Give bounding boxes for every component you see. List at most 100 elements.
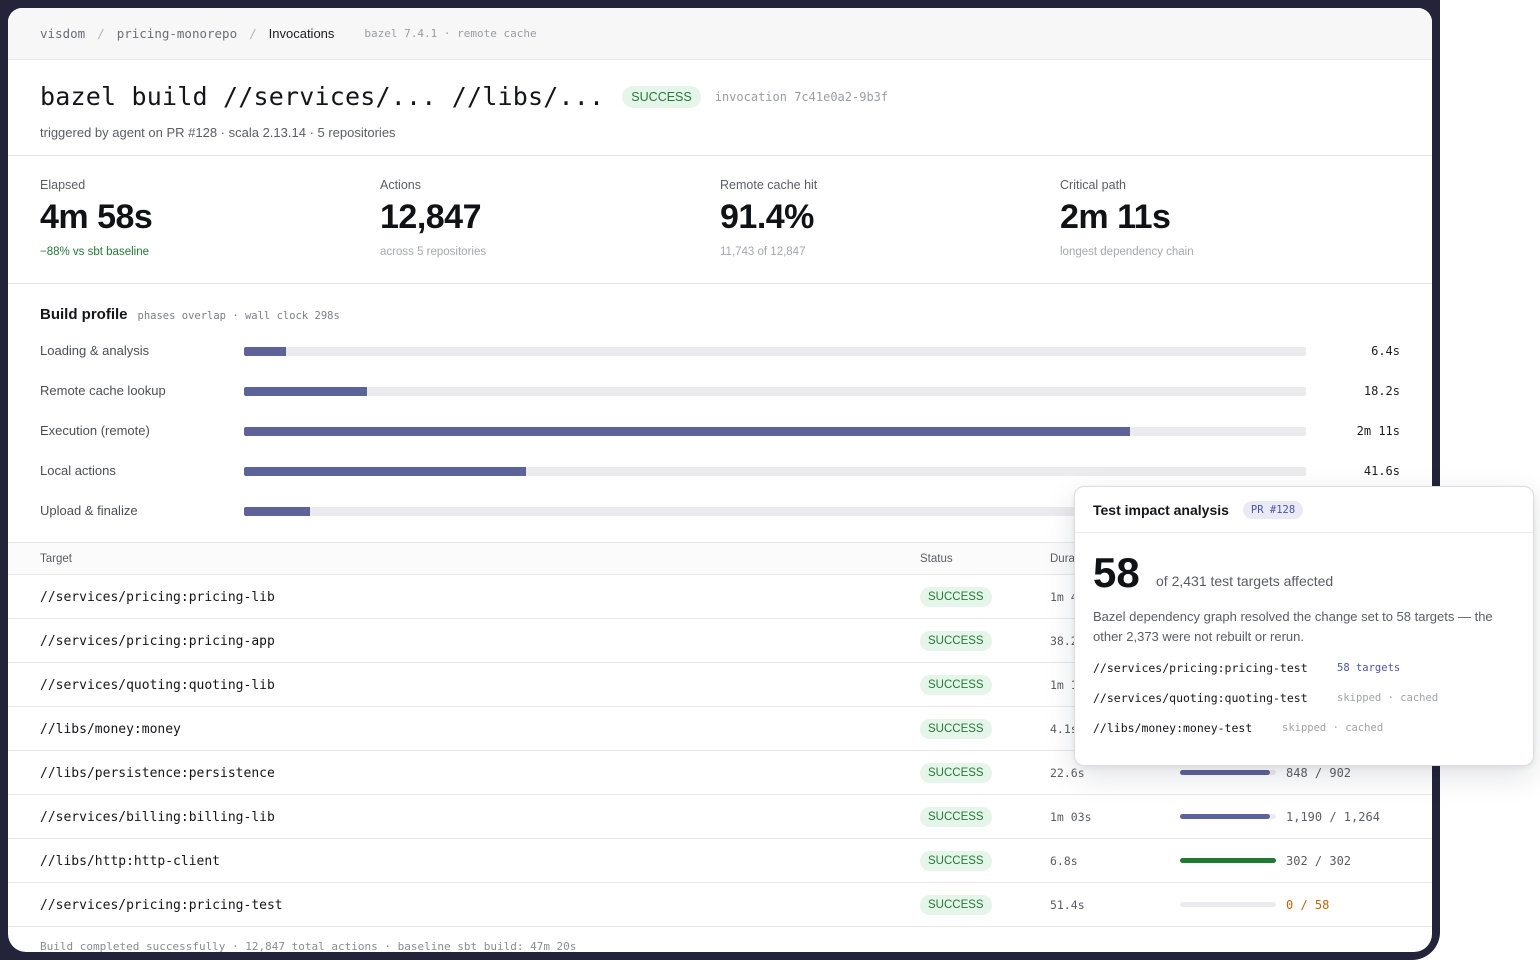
stat-label: Critical path [1060, 178, 1126, 192]
coverage-track [1180, 770, 1276, 775]
target-name[interactable]: //services/quoting:quoting-lib [40, 678, 275, 693]
stat-note: longest dependency chain [1060, 246, 1194, 258]
status-badge: SUCCESS [920, 851, 992, 871]
build-summary-footer: Build completed successfully · 12,847 to… [40, 940, 577, 952]
coverage-track [1180, 858, 1276, 863]
phase-label: Execution (remote) [40, 423, 150, 438]
phase-value: 18.2s [1363, 384, 1400, 398]
impact-target-tag: skipped · cached [1337, 692, 1439, 704]
phase-label: Local actions [40, 463, 116, 478]
status-badge: SUCCESS [920, 807, 992, 827]
impact-target-name[interactable]: //services/quoting:quoting-test [1093, 691, 1308, 705]
stat-actions: Actions 12,847 across 5 repositories [380, 178, 720, 283]
duration: 1m 4 [1050, 590, 1078, 604]
phase-label: Loading & analysis [40, 343, 150, 358]
target-name[interactable]: //services/billing:billing-lib [40, 810, 275, 825]
tool-meta: bazel 7.4.1 · remote cache [364, 27, 537, 40]
stat-label: Actions [380, 178, 421, 192]
table-row[interactable]: //services/quoting:quoting-lib SUCCESS 1… [8, 663, 1432, 707]
status-badge: SUCCESS [920, 719, 992, 739]
coverage-bar [1180, 858, 1276, 863]
phase-bar [244, 347, 287, 356]
duration: 1m 1 [1050, 678, 1078, 692]
page-title: bazel build //services/... //libs/... [40, 82, 605, 111]
affected-note: of 2,431 test targets affected [1156, 573, 1334, 589]
impact-target-row[interactable]: //services/pricing:pricing-test 58 targe… [1093, 661, 1400, 675]
impact-target-row[interactable]: //libs/money:money-test skipped · cached [1093, 721, 1383, 735]
column-header-target[interactable]: Target [40, 553, 72, 565]
stat-value: 2m 11s [1060, 198, 1171, 236]
phase-track [244, 427, 1306, 436]
target-name[interactable]: //services/pricing:pricing-lib [40, 590, 275, 605]
coverage-bar [1180, 770, 1271, 775]
phase-row: Remote cache lookup 18.2s [40, 382, 1400, 402]
table-row[interactable]: //libs/http:http-client SUCCESS 6.8s 302… [8, 839, 1432, 883]
table-row[interactable]: //libs/money:money SUCCESS 4.1s [8, 707, 1432, 751]
duration: 38.2 [1050, 634, 1078, 648]
column-header-duration[interactable]: Dura [1050, 553, 1075, 565]
stat-elapsed: Elapsed 4m 58s −88% vs sbt baseline [40, 178, 380, 283]
test-impact-panel: Test impact analysis PR #128 58 of 2,431… [1074, 486, 1534, 766]
status-badge: SUCCESS [920, 587, 992, 607]
coverage-track [1180, 902, 1276, 907]
phase-track [244, 507, 1306, 516]
phase-value: 6.4s [1371, 344, 1400, 358]
impact-target-tag: skipped · cached [1282, 722, 1384, 734]
phase-label: Remote cache lookup [40, 383, 166, 398]
stat-note: across 5 repositories [380, 246, 487, 258]
coverage-text: 1,190 / 1,264 [1286, 810, 1380, 824]
build-profile: Build profile phases overlap · wall cloc… [8, 284, 1432, 543]
phase-value: 41.6s [1363, 464, 1400, 478]
stat-cache-hit: Remote cache hit 91.4% 11,743 of 12,847 [720, 178, 1060, 283]
column-header-status[interactable]: Status [920, 553, 953, 565]
phase-row: Loading & analysis 6.4s [40, 342, 1400, 362]
table-row[interactable]: //libs/persistence:persistence SUCCESS 2… [8, 751, 1432, 795]
target-name[interactable]: //libs/persistence:persistence [40, 766, 275, 781]
section-meta: phases overlap · wall clock 298s [137, 310, 340, 322]
phase-bar [244, 467, 527, 476]
affected-count: 58 [1093, 549, 1140, 596]
invocation-id: invocation 7c41e0a2-9b3f [714, 89, 889, 104]
duration: 6.8s [1050, 854, 1078, 868]
impact-target-name[interactable]: //libs/money:money-test [1093, 721, 1253, 735]
target-name[interactable]: //libs/http:http-client [40, 854, 221, 869]
impact-target-row[interactable]: //services/quoting:quoting-test skipped … [1093, 691, 1438, 705]
invocation-subtitle: triggered by agent on PR #128 · scala 2.… [40, 125, 396, 140]
breadcrumb-pricing-monorepo[interactable]: pricing-monorepo [116, 26, 238, 41]
section-title: Build profile [40, 306, 128, 323]
pr-badge[interactable]: PR #128 [1242, 500, 1304, 519]
table-row[interactable]: //services/pricing:pricing-app SUCCESS 3… [8, 619, 1432, 663]
phase-row: Local actions 41.6s [40, 462, 1400, 482]
phase-bar [244, 507, 310, 516]
coverage-track [1180, 814, 1276, 819]
duration: 4.1s [1050, 722, 1078, 736]
status-badge: SUCCESS [920, 763, 992, 783]
table-row[interactable]: //services/billing:billing-lib SUCCESS 1… [8, 795, 1432, 839]
breadcrumb-visdom[interactable]: visdom [40, 26, 86, 41]
table-row[interactable]: //services/pricing:pricing-test SUCCESS … [8, 883, 1432, 927]
breadcrumb: visdom / pricing-monorepo / Invocations … [8, 8, 1432, 60]
stat-value: 4m 58s [40, 198, 153, 236]
stat-note: 11,743 of 12,847 [720, 246, 806, 258]
phase-row: Upload & finalize [40, 502, 1400, 522]
stats-row: Elapsed 4m 58s −88% vs sbt baseline Acti… [8, 156, 1432, 284]
target-name[interactable]: //services/pricing:pricing-app [40, 634, 275, 649]
duration: 22.6s [1050, 766, 1085, 780]
table-row[interactable]: //services/pricing:pricing-lib SUCCESS 1… [8, 575, 1432, 619]
status-badge: SUCCESS [920, 895, 992, 915]
app-window: visdom / pricing-monorepo / Invocations … [8, 8, 1432, 952]
phase-track [244, 347, 1306, 356]
duration: 1m 03s [1050, 810, 1092, 824]
target-name[interactable]: //services/pricing:pricing-test [40, 898, 283, 913]
panel-description: Bazel dependency graph resolved the chan… [1093, 609, 1493, 644]
breadcrumb-separator: / [249, 26, 257, 41]
impact-target-tag: 58 targets [1337, 662, 1401, 674]
panel-title: Test impact analysis [1093, 501, 1229, 518]
impact-target-name[interactable]: //services/pricing:pricing-test [1093, 661, 1308, 675]
device-frame: visdom / pricing-monorepo / Invocations … [0, 0, 1440, 960]
breadcrumb-invocations[interactable]: Invocations [268, 26, 335, 41]
invocation-header: bazel build //services/... //libs/... SU… [8, 60, 1432, 156]
duration: 51.4s [1050, 898, 1085, 912]
phase-bar [244, 427, 1130, 436]
target-name[interactable]: //libs/money:money [40, 722, 181, 737]
